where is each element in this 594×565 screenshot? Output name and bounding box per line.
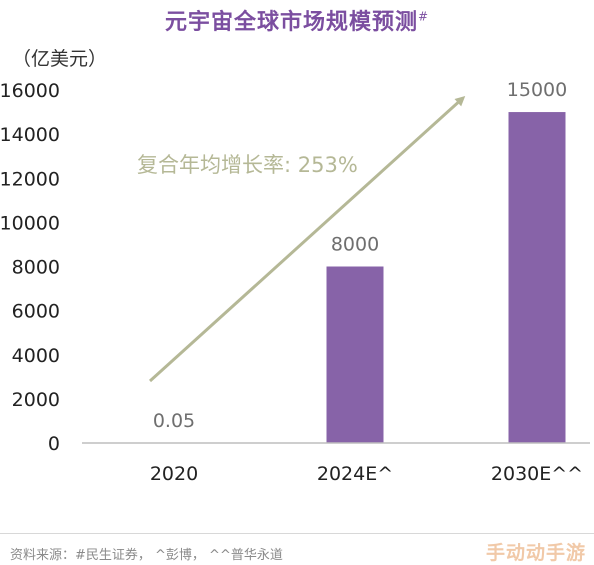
y-tick-label: 6000 xyxy=(12,301,60,323)
y-axis: 0 2000 4000 6000 8000 10000 12000 14000 16000 xyxy=(0,80,60,455)
bars: 0.05 8000 15000 xyxy=(153,79,567,443)
x-axis: 2020 2024E^ 2030E^^ xyxy=(82,442,590,485)
data-label-2020: 0.05 xyxy=(153,410,195,432)
growth-annotation: 复合年均增长率: 253% xyxy=(137,95,466,383)
data-label-2024E^: 8000 xyxy=(331,234,379,256)
y-tick-label: 2000 xyxy=(12,389,60,411)
bar-2030E^^ xyxy=(508,112,566,443)
source-note: 资料来源：#民生证券， ^彭博， ^^普华永道 xyxy=(10,548,283,563)
x-tick-label: 2030E^^ xyxy=(491,463,583,485)
title-footnote-mark: # xyxy=(417,9,430,24)
cagr-annotation: 复合年均增长率: 253% xyxy=(137,153,358,177)
x-tick-label: 2024E^ xyxy=(317,463,393,485)
bar-2024E^ xyxy=(326,266,384,443)
chart-title: 元宇宙全球市场规模预测# xyxy=(164,9,430,35)
y-tick-label: 14000 xyxy=(0,124,60,146)
y-axis-unit: （亿美元） xyxy=(12,48,108,70)
watermark-logo: 手动动手游 xyxy=(485,542,586,564)
y-tick-label: 8000 xyxy=(12,257,60,279)
growth-trend-arrow xyxy=(148,95,466,383)
data-label-2030E^^: 15000 xyxy=(507,79,567,101)
footer-divider xyxy=(0,533,594,534)
y-tick-label: 12000 xyxy=(0,168,60,190)
y-tick-label: 4000 xyxy=(12,345,60,367)
y-tick-label: 0 xyxy=(48,433,60,455)
x-tick-label: 2020 xyxy=(150,463,198,485)
y-tick-label: 10000 xyxy=(0,212,60,234)
y-tick-label: 16000 xyxy=(0,80,60,102)
bar-chart: 0 2000 4000 6000 8000 10000 12000 14000 16000 0.… xyxy=(0,79,590,485)
